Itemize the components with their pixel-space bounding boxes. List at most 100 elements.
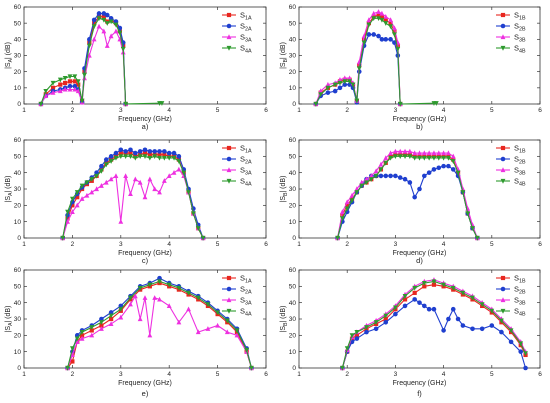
data-point [373,168,379,174]
x-tick-label: 2 [71,107,75,114]
data-point [104,43,110,48]
data-point [157,296,162,302]
data-point [96,16,102,22]
data-point [123,173,129,179]
data-point [354,336,360,341]
data-point [128,154,133,160]
data-point [364,176,369,182]
legend-marker [226,34,232,40]
y-tick-label: 40 [14,300,22,307]
data-point [62,86,68,92]
x-tick-label: 2 [71,241,75,248]
data-point [103,157,109,162]
y-axis-label: |SB| (dB) [280,42,289,69]
legend-label: S3A [240,166,252,177]
data-point [176,285,182,291]
legend-label: S4B [514,177,526,188]
y-tick-label: 30 [14,53,22,60]
data-point [455,170,461,176]
y-tick-label: 0 [17,365,21,372]
data-point [101,28,107,34]
data-point [388,21,393,26]
data-point [118,314,124,320]
legend-marker [226,297,232,303]
data-point [431,155,437,161]
data-point [318,88,324,94]
y-axis-label: |SB| (dB) [280,306,289,333]
data-point [74,190,80,195]
data-point [373,320,379,325]
x-tick-label: 2 [345,241,349,248]
data-point [205,302,211,307]
data-point [147,332,153,338]
series-line [341,279,526,369]
data-point [373,173,379,179]
data-point [118,218,124,224]
data-point [161,155,167,161]
x-tick-label: 1 [297,371,301,378]
data-point [118,147,124,153]
y-tick-label: 10 [289,85,297,92]
data-point [195,329,201,335]
data-point [128,301,133,307]
series-S4B [339,279,528,371]
data-point [332,82,338,88]
data-point [176,154,182,159]
data-point [371,32,377,37]
data-point [171,169,177,175]
data-point [43,88,49,94]
x-axis-label: Frequency (GHz) [393,380,447,387]
data-point [344,346,350,352]
data-point [118,150,123,156]
data-point [99,183,104,188]
data-point [342,75,348,81]
data-point [388,150,393,156]
data-point [99,323,104,328]
data-point [224,329,230,335]
data-point [337,77,343,82]
data-point [339,216,345,222]
data-point [161,178,167,183]
data-point [412,285,418,291]
x-tick-label: 1 [22,107,26,114]
data-point [205,326,211,331]
y-tick-label: 10 [289,219,297,226]
data-point [224,318,230,324]
series-S2B [313,32,403,107]
data-point [431,167,437,172]
data-point [460,186,466,192]
data-point [342,82,348,87]
data-point [152,149,157,154]
x-tick-label: 1 [297,241,301,248]
data-point [436,155,442,161]
data-point [371,10,377,16]
data-point [89,189,95,195]
x-axis-label: Frequency (GHz) [118,380,172,387]
panel-caption: a) [142,122,149,131]
series-line [67,277,253,369]
y-tick-label: 60 [289,4,297,11]
data-point [422,303,427,309]
data-point [108,176,114,182]
legend-marker [500,12,506,18]
data-point [99,168,104,174]
data-point [166,282,172,288]
data-point [171,155,177,161]
data-point [470,295,475,301]
y-tick-label: 10 [14,85,22,92]
data-point [91,17,97,23]
data-point [433,101,439,106]
data-point [76,82,81,87]
y-tick-label: 30 [14,316,22,323]
data-point [157,152,162,157]
data-point [67,74,73,80]
data-point [113,173,119,179]
data-point [99,316,104,322]
data-point [70,196,75,202]
series-S4A [60,154,206,241]
legend-marker [226,308,232,314]
legend-marker [500,286,506,292]
data-point [96,11,102,16]
